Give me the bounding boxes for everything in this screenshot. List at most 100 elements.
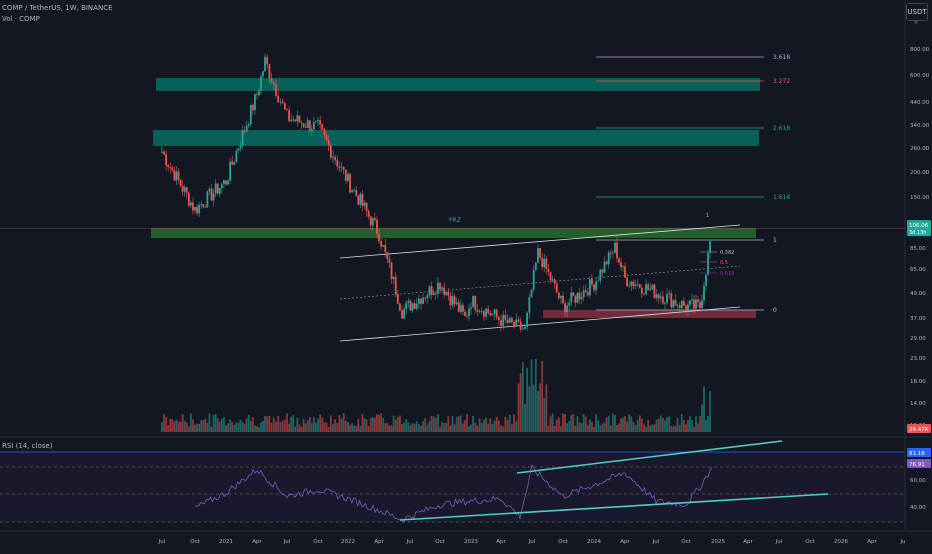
candle-body (218, 188, 221, 194)
candle-body (609, 252, 612, 254)
volume-bar (349, 424, 351, 432)
volume-bar (169, 418, 172, 432)
candle-body (266, 56, 269, 65)
candle-body (245, 125, 248, 132)
candle-body (288, 110, 290, 121)
candle-body (194, 207, 196, 211)
volume-bar (355, 426, 358, 432)
volume-bar (664, 420, 666, 432)
candle-body (241, 130, 244, 146)
volume-bar (653, 424, 656, 432)
candle-body (192, 202, 194, 211)
candle-body (204, 207, 207, 209)
candle-body (169, 167, 172, 168)
prz-label: PRZ (449, 217, 461, 224)
volume-bar (227, 423, 229, 432)
volume-bar (382, 418, 385, 432)
volume-label[interactable]: Vol · COMP (2, 15, 40, 23)
candle-body (528, 297, 531, 313)
candle-body (214, 183, 217, 194)
candle-body (449, 295, 452, 306)
volume-bar (296, 417, 299, 432)
volume-bar (340, 418, 343, 432)
candle-body (500, 320, 502, 326)
time-axis-tick: Jul (283, 539, 291, 545)
candle-body (227, 180, 229, 185)
candle-body (367, 210, 370, 217)
volume-bar (344, 420, 347, 432)
volume-bar (495, 416, 498, 432)
volume-bar (208, 413, 211, 432)
candle-body (638, 284, 641, 288)
candle-body (434, 292, 437, 294)
volume-bar (459, 415, 462, 432)
candle-body (426, 295, 429, 299)
symbol-title[interactable]: COMP / TetherUS, 1W, BINANCE (2, 4, 113, 12)
candle-body (382, 245, 385, 247)
candle-body (562, 295, 564, 304)
candle-body (407, 300, 410, 303)
candle-body (268, 64, 271, 79)
volume-bar (272, 417, 275, 432)
price-axis-tick: 29.00 (910, 336, 926, 342)
volume-bar (545, 384, 548, 432)
volume-bar (332, 424, 334, 432)
volume-bar (196, 423, 198, 432)
volume-bar (474, 422, 477, 432)
volume-bar (359, 425, 362, 432)
price-axis-tick: 260.00 (910, 146, 930, 152)
volume-bar (306, 420, 309, 432)
volume-bar (676, 417, 679, 432)
volume-bar (357, 418, 360, 432)
candle-body (357, 195, 360, 205)
volume-bar (351, 423, 354, 432)
volume-bar (428, 421, 431, 432)
volume-bar (275, 421, 277, 432)
volume-bar (468, 426, 470, 432)
volume-bar (323, 422, 326, 432)
volume-bar (595, 414, 597, 432)
candle-body (308, 120, 311, 131)
volume-bar (695, 415, 697, 432)
candle-body (420, 298, 422, 304)
currency-button[interactable]: USDT (906, 3, 928, 21)
time-axis-tick: Jul (652, 539, 660, 545)
volume-bar (638, 415, 641, 432)
candle-body (220, 184, 223, 189)
candle-body (453, 296, 456, 305)
volume-bar (243, 423, 246, 432)
candle-body (582, 290, 585, 298)
volume-bar (578, 422, 581, 432)
volume-bar (476, 425, 479, 432)
volume-bar (171, 419, 174, 432)
candle-body (620, 262, 622, 268)
time-axis-tick: 2026 (834, 539, 848, 545)
volume-bar (256, 426, 258, 432)
volume-bar (603, 422, 606, 432)
volume-bar (670, 425, 673, 432)
volume-bar (511, 424, 513, 432)
candle-body (294, 119, 297, 122)
volume-bar (513, 414, 515, 432)
volume-bar (327, 426, 330, 432)
volume-bar (181, 414, 184, 432)
rsi-title[interactable]: RSI (14, close) (2, 442, 53, 450)
candle-body (649, 289, 652, 291)
candle-body (332, 156, 334, 158)
volume-bar (214, 414, 217, 432)
current-price-text: 106.06 (909, 223, 929, 229)
volume-bar (449, 425, 452, 432)
candle-body (334, 156, 337, 161)
volume-bar (472, 415, 475, 432)
candle-body (173, 170, 176, 181)
volume-bar (539, 383, 541, 432)
volume-bar (268, 415, 271, 432)
volume-bar (417, 423, 420, 432)
volume-bar (241, 421, 244, 432)
candle-body (701, 300, 703, 309)
volume-bar (534, 359, 537, 432)
candle-body (411, 303, 414, 311)
candle-body (365, 202, 368, 211)
volume-bar (249, 421, 252, 432)
